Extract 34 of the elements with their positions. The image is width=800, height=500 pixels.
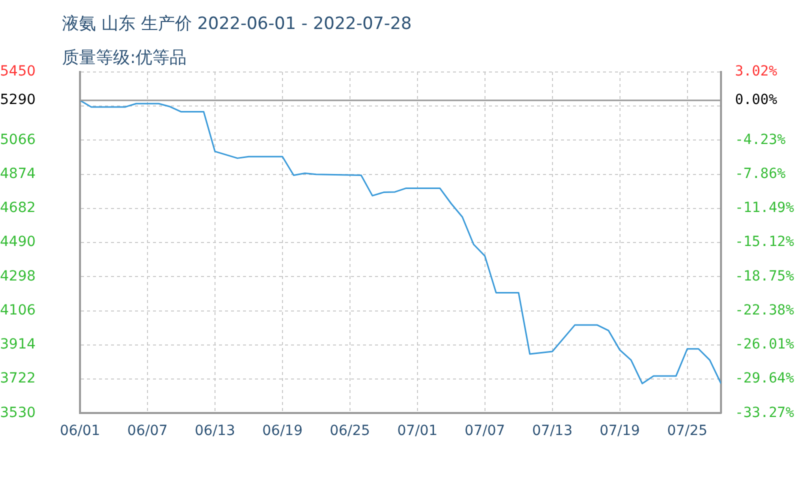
x-tick-label: 07/07 <box>464 423 506 440</box>
y-tick-label: 5290 <box>0 92 36 108</box>
y2-tick-label: -4.23% <box>735 132 786 148</box>
y2-tick-label: -26.01% <box>735 336 795 353</box>
y-tick-label: 3914 <box>0 336 36 353</box>
y2-tick-label: 3.02% <box>735 64 778 80</box>
chart-subtitle: 质量等级:优等品 <box>62 47 187 69</box>
x-tick-label: 07/01 <box>397 423 438 440</box>
y-tick-label: 4298 <box>0 268 36 284</box>
y2-tick-label: -33.27% <box>735 404 795 421</box>
y-tick-label: 3722 <box>0 370 36 387</box>
y-tick-label: 4106 <box>0 302 36 318</box>
y2-tick-label: -15.12% <box>735 234 795 250</box>
chart-title: 液氨 山东 生产价 2022-06-01 - 2022-07-28 <box>62 13 412 35</box>
x-tick-label: 06/07 <box>127 423 168 440</box>
x-tick-label: 06/19 <box>262 423 303 440</box>
x-tick-label: 07/25 <box>667 423 708 440</box>
x-tick-label: 07/13 <box>532 423 572 440</box>
y-tick-label: 4490 <box>0 234 36 250</box>
y2-tick-label: -7.86% <box>735 166 786 182</box>
y2-tick-label: -29.64% <box>735 370 795 387</box>
y-tick-label: 4682 <box>0 200 36 216</box>
x-tick-label: 06/13 <box>194 423 236 440</box>
y-tick-label: 5450 <box>0 64 36 80</box>
y-tick-label: 4874 <box>0 166 36 182</box>
y2-tick-label: 0.00% <box>735 92 778 108</box>
x-tick-label: 07/19 <box>600 423 640 440</box>
y2-tick-label: -11.49% <box>735 200 795 216</box>
y2-tick-label: -18.75% <box>735 268 795 284</box>
y-tick-label: 3530 <box>0 404 36 421</box>
y-tick-label: 5066 <box>0 132 36 148</box>
x-tick-label: 06/01 <box>60 423 100 440</box>
y2-tick-label: -22.38% <box>735 302 795 318</box>
x-tick-label: 06/25 <box>330 423 370 440</box>
